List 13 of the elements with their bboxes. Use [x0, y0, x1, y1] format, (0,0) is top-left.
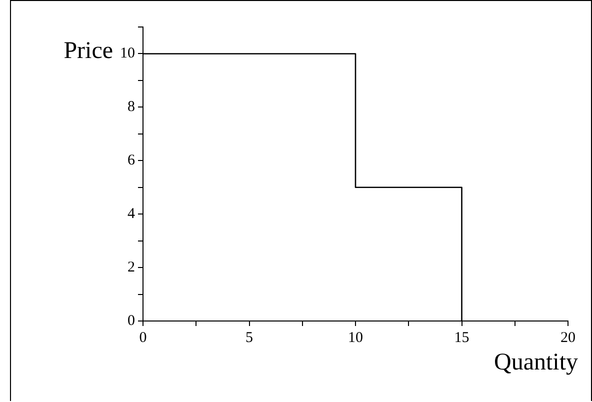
y-tick-label: 8 — [128, 99, 135, 116]
x-tick-label: 0 — [139, 330, 147, 346]
x-tick-label: 15 — [454, 330, 470, 346]
y-tick-label: 4 — [128, 206, 136, 222]
y-tick-label: 10 — [120, 46, 135, 62]
y-tick-label: 2 — [128, 259, 135, 276]
x-axis-title: Quantity — [494, 349, 578, 376]
y-tick-label: 0 — [128, 312, 135, 329]
x-tick-label: 10 — [348, 330, 363, 346]
x-tick-label: 20 — [560, 330, 576, 346]
y-axis-title: Price — [64, 38, 113, 64]
x-tick-label: 5 — [246, 330, 253, 346]
y-tick-label: 6 — [128, 152, 136, 169]
